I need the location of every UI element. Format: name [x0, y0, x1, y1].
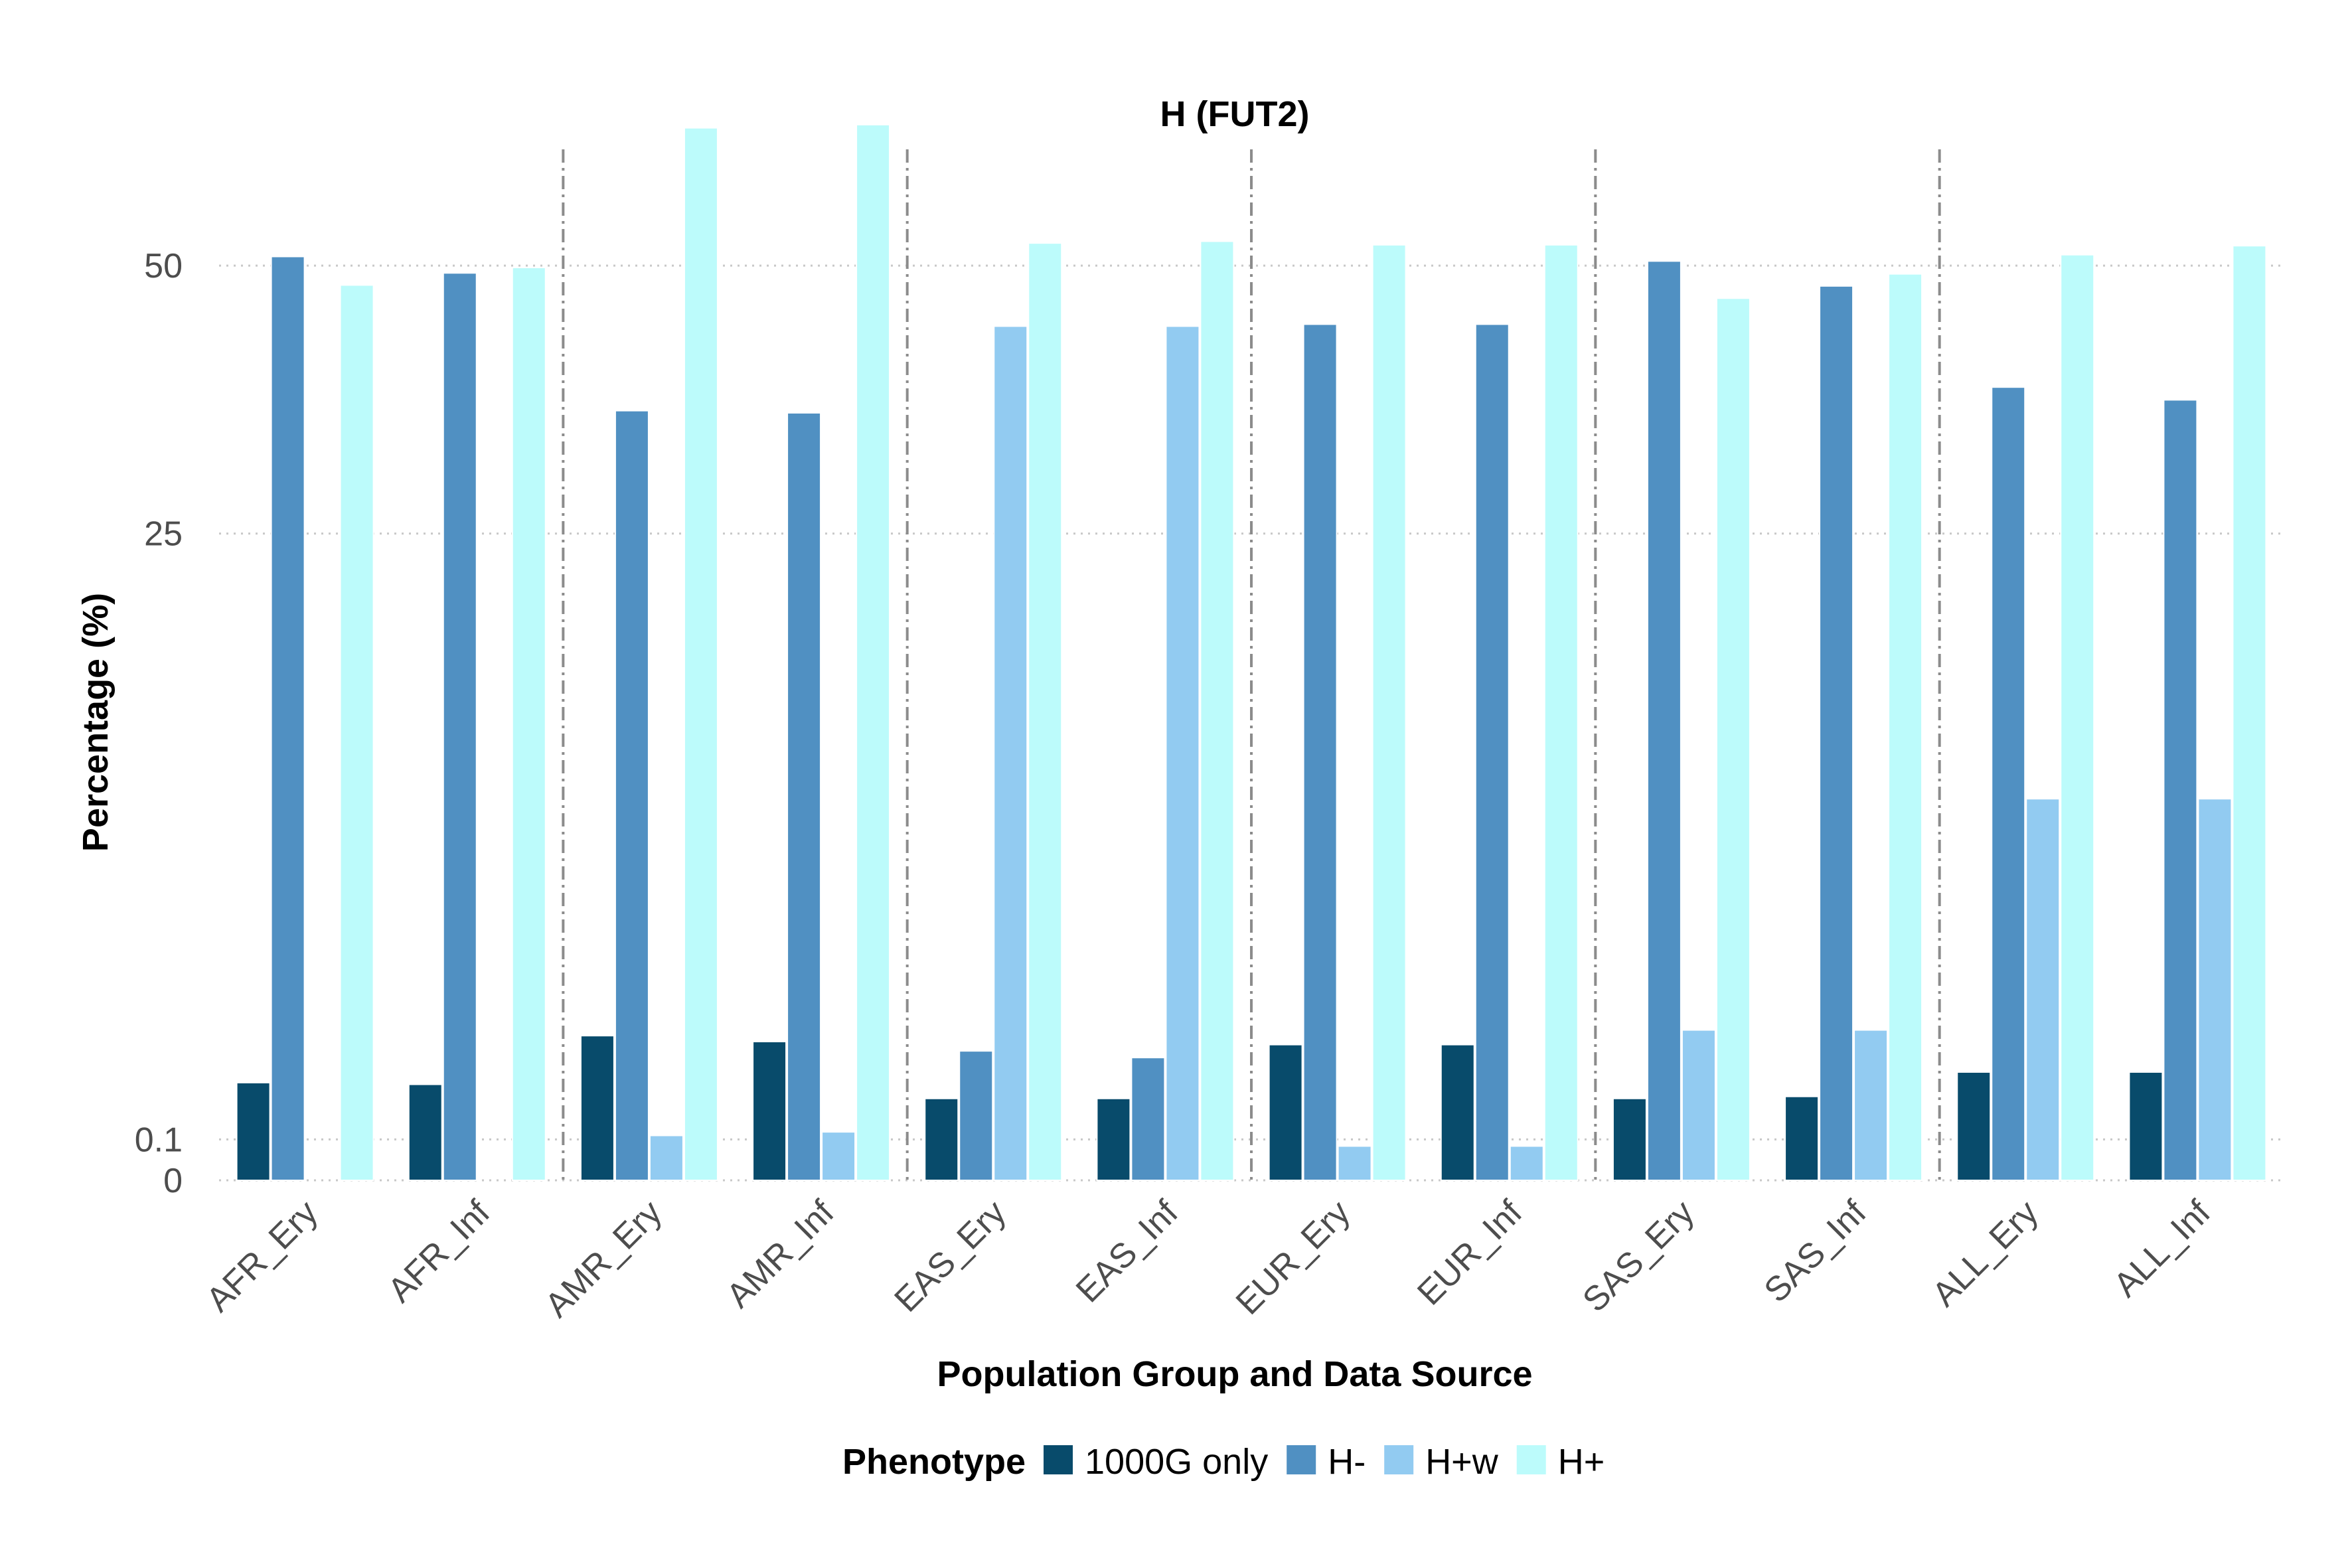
x-tick-label: EUR_Inf	[1410, 1193, 1529, 1312]
chart-title: H (FUT2)	[1160, 94, 1310, 134]
bar	[2128, 1071, 2163, 1182]
legend-label: 1000G only	[1085, 1442, 1268, 1482]
bar	[1819, 285, 1854, 1181]
bar	[959, 1050, 994, 1181]
y-axis-title: Percentage (%)	[76, 593, 116, 852]
y-axis-ticks: 00.1 25 50	[135, 247, 183, 1200]
bar	[408, 1083, 443, 1182]
bar	[1165, 325, 1200, 1181]
bar	[1853, 1029, 1889, 1182]
bar	[787, 412, 822, 1181]
bar	[1337, 1145, 1372, 1182]
bar	[1268, 1044, 1303, 1182]
bar	[1681, 1029, 1716, 1182]
y-tick-label: 50	[144, 247, 183, 285]
legend-swatch	[1384, 1445, 1414, 1474]
bar	[1440, 1044, 1475, 1182]
bar	[1200, 240, 1235, 1182]
x-tick-label: EAS_Inf	[1069, 1193, 1186, 1310]
bar	[1543, 244, 1579, 1181]
bar	[580, 1035, 615, 1182]
bar	[752, 1041, 787, 1182]
bar	[1784, 1095, 1820, 1182]
bar	[1991, 386, 2026, 1181]
bar	[236, 1081, 271, 1181]
bar	[614, 410, 649, 1181]
bar	[511, 266, 546, 1182]
bar	[1888, 273, 1923, 1181]
bar	[1028, 242, 1063, 1181]
legend-swatch	[1287, 1445, 1316, 1474]
bar	[1096, 1097, 1131, 1182]
x-axis-ticks: AFR_Ery AFR_Inf AMR_Ery AMR_Inf EAS_Ery EAS_I…	[199, 1193, 2218, 1325]
bar	[2163, 399, 2198, 1182]
bar	[1715, 297, 1751, 1181]
bar	[2025, 798, 2061, 1181]
bar	[1956, 1071, 1992, 1182]
x-tick-label: AMR_Inf	[720, 1193, 842, 1315]
x-tick-label: SAS_Inf	[1757, 1193, 1874, 1310]
bar	[821, 1131, 856, 1182]
bar	[270, 256, 305, 1181]
bar	[1302, 323, 1338, 1182]
x-tick-label: AFR_Ery	[199, 1193, 325, 1319]
x-tick-label: EUR_Ery	[1229, 1193, 1358, 1322]
bar	[1131, 1057, 1166, 1181]
x-tick-label: ALL_Inf	[2106, 1193, 2218, 1304]
bar	[993, 325, 1028, 1181]
bar	[1612, 1097, 1647, 1182]
x-tick-label: AMR_Ery	[538, 1193, 669, 1324]
x-tick-label: EAS_Ery	[888, 1193, 1014, 1319]
legend: Phenotype 1000G only H- H+w H+	[842, 1442, 1605, 1482]
bar	[339, 284, 374, 1181]
y-tick-label: 25	[144, 515, 183, 554]
x-tick-label: SAS_Ery	[1575, 1193, 1701, 1319]
bar	[856, 123, 891, 1182]
legend-label: H-	[1328, 1442, 1366, 1482]
bar	[2060, 254, 2095, 1181]
bar	[1646, 260, 1682, 1182]
legend-swatch	[1044, 1445, 1073, 1474]
bar	[2197, 798, 2233, 1181]
x-axis-title: Population Group and Data Source	[937, 1354, 1532, 1394]
bar	[649, 1135, 684, 1181]
bar	[1474, 323, 1510, 1182]
x-tick-label: AFR_Inf	[380, 1193, 497, 1310]
legend-label: H+w	[1425, 1442, 1499, 1482]
x-tick-label: ALL_Ery	[1925, 1193, 2046, 1314]
bar	[442, 272, 477, 1181]
bar	[1509, 1145, 1544, 1182]
bar	[1372, 244, 1407, 1181]
bar	[924, 1097, 959, 1182]
y-tick-label: 0	[163, 1162, 183, 1200]
bar	[2232, 245, 2267, 1182]
group-separators	[562, 149, 1941, 1180]
legend-swatch	[1516, 1445, 1546, 1474]
legend-title: Phenotype	[842, 1442, 1026, 1482]
y-tick-label: 0.1	[135, 1121, 183, 1159]
bars	[236, 123, 2267, 1182]
legend-label: H+	[1558, 1442, 1605, 1482]
bar	[683, 127, 718, 1182]
